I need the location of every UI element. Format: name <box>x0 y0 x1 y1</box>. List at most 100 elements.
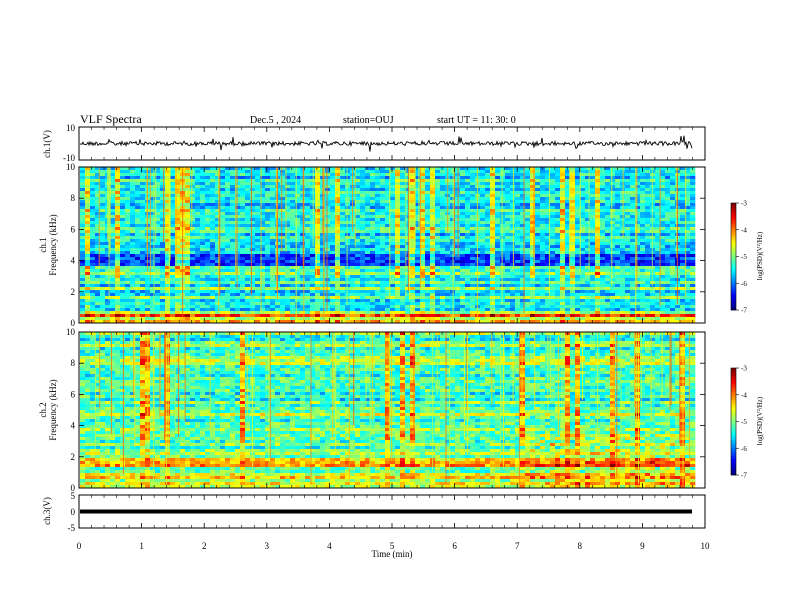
spectrogram-cell <box>480 257 486 261</box>
spectrogram-cell <box>110 293 116 297</box>
spectrogram-cell <box>465 194 471 198</box>
spectrogram-cell <box>190 302 196 306</box>
spectrogram-cell <box>245 179 251 183</box>
spectrogram-cell <box>140 182 146 186</box>
spectrogram-cell <box>85 218 91 222</box>
spectrogram-cell <box>545 320 551 324</box>
spectrogram-cell <box>200 179 206 183</box>
spectrogram-cell <box>520 209 526 213</box>
spectrogram-cell <box>530 233 536 237</box>
spectrogram-cell <box>250 284 256 288</box>
spectrogram-cell <box>405 305 411 309</box>
spectrogram-cell <box>260 293 266 297</box>
spectrogram-cell <box>220 239 226 243</box>
spectrogram-cell <box>250 236 256 240</box>
spectrogram-cell <box>130 230 136 234</box>
spectrogram-cell <box>195 317 201 321</box>
spectrogram-cell <box>345 284 351 288</box>
spectrogram-cell <box>225 245 231 249</box>
spectrogram-cell <box>360 320 366 324</box>
spectrogram-cell <box>80 236 86 240</box>
spectrogram-cell <box>160 272 166 276</box>
spectrogram-cell <box>430 248 436 252</box>
spectrogram-cell <box>360 194 366 198</box>
spectrogram-cell <box>190 182 196 186</box>
spectrogram-cell <box>300 278 306 282</box>
spectrogram-cell <box>245 257 251 261</box>
spectrogram-cell <box>185 179 191 183</box>
spectrogram-cell <box>230 302 236 306</box>
spectrogram-cell <box>430 239 436 243</box>
spectrogram-cell <box>525 182 531 186</box>
spectrogram-cell <box>485 203 491 207</box>
spectrogram-cell <box>330 314 336 318</box>
spectrogram-cell <box>205 314 211 318</box>
spectrogram-cell <box>120 239 126 243</box>
spectrogram-cell <box>340 248 346 252</box>
spectrogram-cell <box>495 263 501 267</box>
spectrogram-cell <box>500 290 506 294</box>
spectrogram-cell <box>230 263 236 267</box>
spectrogram-cell <box>470 272 476 276</box>
spectrogram-cell <box>125 209 131 213</box>
spectrogram-cell <box>340 245 346 249</box>
spectrogram-cell <box>170 176 176 180</box>
spectrogram-cell <box>240 173 246 177</box>
spectrogram-cell <box>405 176 411 180</box>
spectrogram-cell <box>85 239 91 243</box>
spectrogram-cell <box>295 182 301 186</box>
spectrogram-cell <box>460 278 466 282</box>
spectrogram-cell <box>495 236 501 240</box>
spectrogram-cell <box>445 236 451 240</box>
spectrogram-cell <box>125 167 131 171</box>
spectrogram-cell <box>340 191 346 195</box>
spectrogram-cell <box>300 296 306 300</box>
spectrogram-cell <box>490 221 496 225</box>
spectrogram-cell <box>465 200 471 204</box>
spectrogram-cell <box>355 245 361 249</box>
spectrogram-cell <box>325 188 331 192</box>
spectrogram-cell <box>555 242 561 246</box>
spectrogram-cell <box>315 311 321 315</box>
spectrogram-cell <box>95 266 101 270</box>
spectrogram-cell <box>390 257 396 261</box>
spectrogram-cell <box>220 245 226 249</box>
spectrogram-cell <box>295 173 301 177</box>
spectrogram-cell <box>270 299 276 303</box>
spectrogram-cell <box>95 317 101 321</box>
spectrogram-cell <box>355 197 361 201</box>
spectrogram-cell <box>190 305 196 309</box>
spectrogram-cell <box>370 260 376 264</box>
spectrogram-cell <box>390 215 396 219</box>
spectrogram-cell <box>220 269 226 273</box>
spectrogram-cell <box>290 311 296 315</box>
spectrogram-cell <box>80 314 86 318</box>
spectrogram-cell <box>360 215 366 219</box>
spectrogram-cell <box>550 314 556 318</box>
spectrogram-cell <box>225 233 231 237</box>
spectrogram-cell <box>195 308 201 312</box>
spectrogram-cell <box>80 299 86 303</box>
spectrogram-cell <box>200 245 206 249</box>
spectrogram-cell <box>355 281 361 285</box>
spectrogram-cell <box>105 296 111 300</box>
spectrogram-cell <box>415 302 421 306</box>
spectrogram-cell <box>360 305 366 309</box>
spectrogram-cell <box>420 227 426 231</box>
spectrogram-cell <box>525 203 531 207</box>
spectrogram-cell <box>460 236 466 240</box>
spectrogram-cell <box>250 269 256 273</box>
spectrogram-cell <box>200 200 206 204</box>
spectrogram-cell <box>170 230 176 234</box>
spectrogram-cell <box>210 302 216 306</box>
spectrogram-cell <box>495 281 501 285</box>
spectrogram-cell <box>250 314 256 318</box>
spectrogram-cell <box>420 182 426 186</box>
spectrogram-cell <box>320 299 326 303</box>
spectrogram-cell <box>520 299 526 303</box>
spectrogram-cell <box>85 194 91 198</box>
spectrogram-cell <box>415 194 421 198</box>
spectrogram-cell <box>160 299 166 303</box>
spectrogram-cell <box>490 281 496 285</box>
spectrogram-cell <box>355 170 361 174</box>
